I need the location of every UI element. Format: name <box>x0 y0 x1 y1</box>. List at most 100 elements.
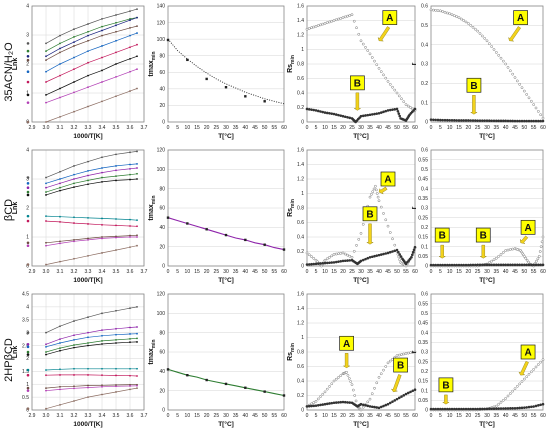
c5-data-point <box>244 238 247 242</box>
c11-marker-filled <box>434 407 437 411</box>
c2-marker-filled <box>393 108 397 111</box>
c11-callout-box-0 <box>520 344 536 360</box>
c6-marker-filled <box>391 250 394 253</box>
c11-marker-filled <box>539 403 542 407</box>
c7-y-tick-label: 0.1 <box>421 244 428 250</box>
c8-series-point-2 <box>101 334 103 337</box>
c9-x-tick-label: 10 <box>185 413 191 419</box>
c11-marker-filled <box>471 407 475 411</box>
c10-marker-filled <box>404 392 408 396</box>
c9-y-tick-label: 20 <box>159 388 165 394</box>
c2-marker-open <box>391 85 394 89</box>
c2-x-tick-label: 45 <box>385 125 391 131</box>
c4-series-point-0 <box>136 150 138 153</box>
c2-y-tick-label: 1.2 <box>297 33 304 39</box>
c5-x-tick-label: 30 <box>223 269 229 275</box>
panel-r0-c0: 012342.93.03.13.23.33.43.53.63.71000/T[K… <box>12 4 148 140</box>
c8-series-point-8 <box>45 389 47 392</box>
c4-series-point-5 <box>101 217 103 220</box>
c9-x-tick-label: 45 <box>252 413 258 419</box>
c10-marker-filled <box>393 399 397 402</box>
c8-legend-marker-2 <box>26 345 30 349</box>
c4-series-point-9 <box>87 254 89 257</box>
c10-marker-filled <box>346 401 349 404</box>
c10-y-tick-label: 0.8 <box>297 350 304 356</box>
c3-marker-filled <box>481 119 484 122</box>
c11-marker-filled <box>509 407 512 410</box>
c6-callout-arrow-0 <box>378 186 388 195</box>
c0-series-point-8 <box>101 100 103 103</box>
c10-x-tick-label: 30 <box>358 413 364 419</box>
c1-x-axis-label: T[°C] <box>218 132 234 140</box>
c7-marker-filled <box>446 263 449 267</box>
c4-series-point-8 <box>73 240 75 243</box>
c8-series-point-2 <box>45 345 47 348</box>
c11-marker-filled <box>513 406 517 410</box>
c8-series-point-6 <box>87 374 89 376</box>
c5-data-point <box>282 248 286 251</box>
c6-callout-label-1: B <box>366 209 373 220</box>
c9-x-tick-label: 35 <box>233 413 239 419</box>
c11-marker-filled <box>462 407 465 411</box>
c6-x-tick-label: 0 <box>306 269 309 275</box>
c7-marker-filled <box>499 263 503 267</box>
c11-y-tick-label: 0.4 <box>421 330 428 336</box>
c1-y-tick-label: 40 <box>159 87 165 93</box>
c0-y-tick-label: 3 <box>26 33 29 39</box>
c7-marker-filled <box>532 263 535 267</box>
c2-marker-filled <box>375 112 379 115</box>
c7-callout-arrow-1 <box>438 244 447 259</box>
c2-callout-arrow-1 <box>353 92 362 111</box>
c0-series-point-7 <box>59 96 61 99</box>
c7-marker-filled <box>455 263 458 267</box>
c0-series-point-0 <box>59 34 61 37</box>
c2-x-axis-label: T[°C] <box>353 132 369 140</box>
c11-marker-filled <box>446 407 449 411</box>
c10-marker-filled <box>334 401 338 404</box>
c4-x-tick-label: 3.4 <box>99 269 106 275</box>
c11-callout-arrow-0 <box>518 360 529 376</box>
c11-marker-filled <box>448 407 451 411</box>
c4-legend-marker-4 <box>26 193 30 197</box>
c7-marker-filled <box>469 263 472 267</box>
c0-series-line-7 <box>45 68 138 104</box>
c4-series-point-8 <box>45 244 47 247</box>
c2-marker-open <box>321 22 325 26</box>
c7-marker-open <box>504 249 508 252</box>
c10-x-tick-label: 50 <box>394 413 400 419</box>
c1-x-tick-label: 60 <box>281 125 287 131</box>
c0-series-point-4 <box>101 45 103 47</box>
c8-series-point-8 <box>73 387 75 390</box>
c4-series-point-7 <box>73 239 75 241</box>
c8-series-point-8 <box>136 384 138 387</box>
c2-marker-open <box>402 100 406 104</box>
c3-marker-filled <box>453 119 456 122</box>
c3-x-tick-label: 45 <box>512 125 518 131</box>
c3-marker-filled <box>434 118 437 122</box>
c10-marker-open <box>330 382 334 386</box>
c0-series-point-6 <box>115 63 117 65</box>
c3-marker-filled <box>469 119 472 122</box>
c3-marker-open <box>541 116 545 120</box>
c5-x-tick-label: 25 <box>214 269 220 275</box>
c3-y-tick-label: 0.4 <box>421 42 428 48</box>
c10-callout-arrow-1 <box>390 374 402 393</box>
c7-marker-filled <box>448 263 451 267</box>
c8-series-point-0 <box>101 312 103 315</box>
c11-marker-filled <box>469 407 472 411</box>
c8-legend-marker-9 <box>26 407 30 411</box>
c4-series-line-6 <box>45 220 138 227</box>
c10-marker-filled <box>328 402 331 405</box>
c3-callout-box-1 <box>466 77 482 93</box>
c0-series-point-6 <box>59 87 61 90</box>
c2-callout-box-0 <box>382 10 398 25</box>
c7-marker-open <box>537 254 541 258</box>
c9-data-point <box>282 394 286 397</box>
c7-marker-open <box>522 254 526 258</box>
c11-marker-filled <box>518 406 521 410</box>
c7-marker-filled <box>439 263 442 267</box>
c10-marker-open <box>314 399 318 403</box>
c1-x-tick-label: 0 <box>167 125 170 131</box>
c4-series-point-4 <box>115 179 117 182</box>
c10-marker-filled <box>314 404 318 407</box>
